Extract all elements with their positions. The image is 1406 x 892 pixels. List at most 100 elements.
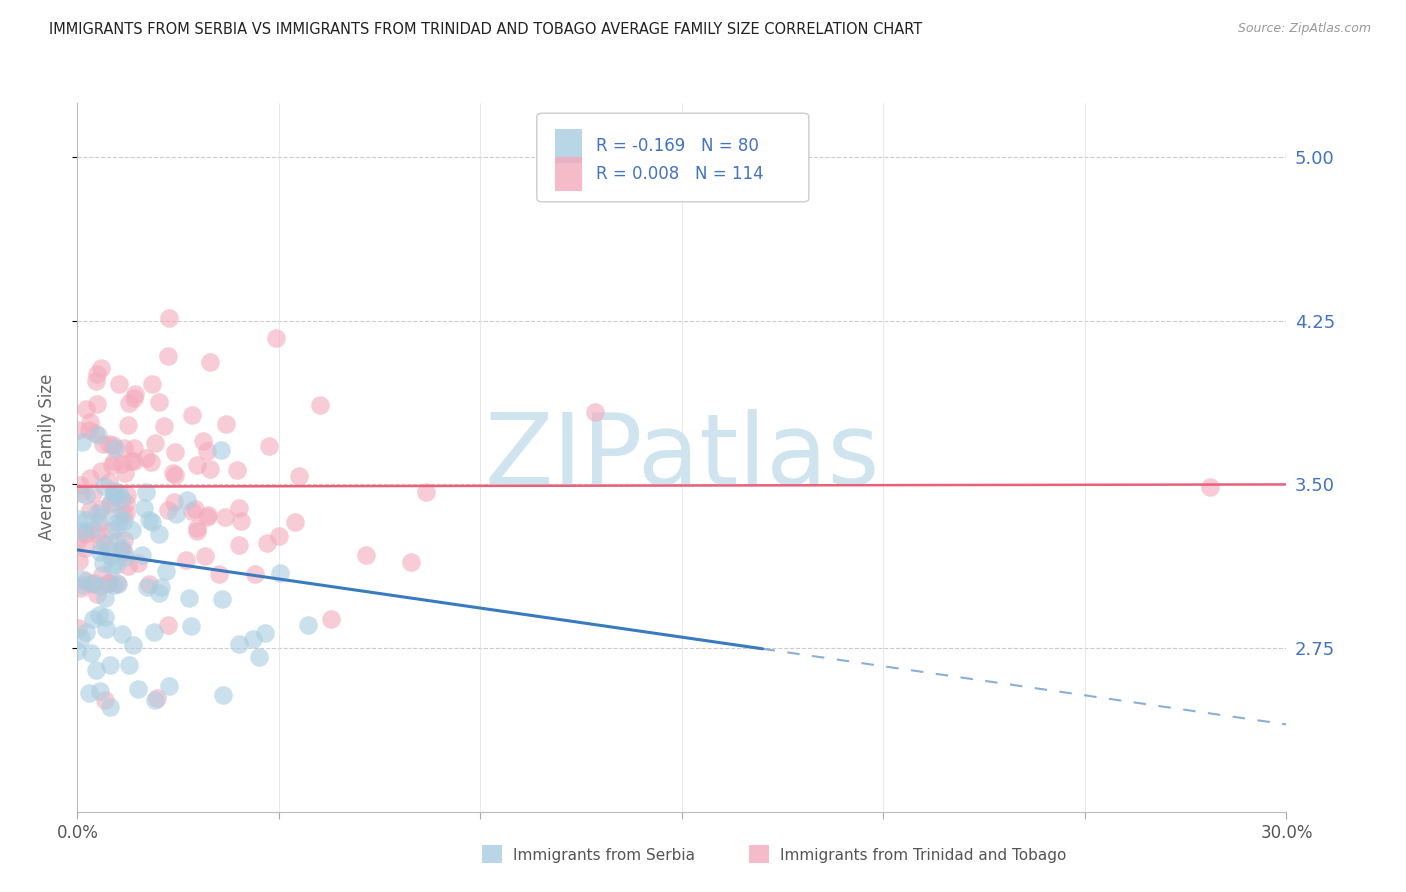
Point [94,609,117,624]
Point [138,512,160,526]
Point [96,623,118,637]
Point [111,458,134,472]
Point [415,485,437,500]
Point [135,484,157,499]
Point [162,495,184,509]
Point [583,404,606,418]
Point [111,541,134,556]
Point [114,549,136,564]
Point [67,512,90,526]
Point [180,503,202,517]
Point [120,454,142,468]
Point [148,395,170,409]
Point [111,492,134,507]
Point [87,516,110,530]
Point [80,577,103,591]
Point [101,558,124,573]
Point [157,503,180,517]
Point [107,516,129,530]
Point [143,435,166,450]
Point [269,566,291,580]
Point [211,689,233,703]
Point [100,524,122,538]
Point [104,558,127,572]
Point [66,621,89,635]
Point [75,574,97,589]
Point [155,564,177,578]
Point [288,469,311,483]
Point [228,637,250,651]
Point [70,582,93,596]
Point [75,625,97,640]
Point [208,567,231,582]
Point [186,524,208,538]
Point [228,538,250,552]
Point [245,566,267,581]
Point [69,631,91,645]
Point [90,567,112,582]
Point [70,486,93,500]
Point [80,646,103,660]
Y-axis label: Average Family Size: Average Family Size [38,374,56,541]
Point [75,525,97,540]
Point [86,367,108,381]
Point [98,658,121,673]
Point [143,625,166,640]
Point [70,434,93,449]
Point [141,377,163,392]
Point [186,458,208,472]
Point [156,349,179,363]
Point [75,513,97,527]
Point [117,417,139,432]
Point [108,486,131,500]
Point [86,506,108,520]
Point [197,508,219,522]
Point [83,425,105,440]
Point [112,544,135,558]
Point [75,488,97,502]
Point [264,331,287,345]
Point [94,591,117,605]
Point [86,397,108,411]
Text: R = -0.169   N = 80: R = -0.169 N = 80 [596,136,759,155]
Point [80,522,103,536]
Point [157,679,180,693]
Point [79,415,101,429]
Point [101,438,124,452]
Point [122,454,145,468]
Text: ZIPatlas: ZIPatlas [484,409,880,506]
Point [75,402,97,417]
Point [254,625,277,640]
Point [66,644,89,658]
Point [98,576,121,591]
Point [118,657,141,672]
Point [112,507,135,521]
Point [82,486,104,500]
Point [127,556,149,570]
Point [157,310,180,325]
Point [153,419,176,434]
Point [180,408,202,422]
Point [84,663,107,677]
Point [165,468,187,483]
Text: Immigrants from Serbia: Immigrants from Serbia [513,848,695,863]
Point [87,607,110,622]
Point [94,693,117,707]
Text: R = 0.008   N = 114: R = 0.008 N = 114 [596,165,763,183]
Point [228,500,250,515]
Text: Source: ZipAtlas.com: Source: ZipAtlas.com [1237,22,1371,36]
Point [191,434,214,448]
Point [98,497,121,511]
Point [198,462,221,476]
Point [257,439,280,453]
Point [186,520,208,534]
Point [195,510,218,524]
Point [100,494,122,508]
Point [209,442,232,457]
Point [256,536,278,550]
Point [112,515,135,529]
Point [104,522,127,536]
Point [399,555,422,569]
Point [194,549,217,563]
Point [72,578,94,592]
